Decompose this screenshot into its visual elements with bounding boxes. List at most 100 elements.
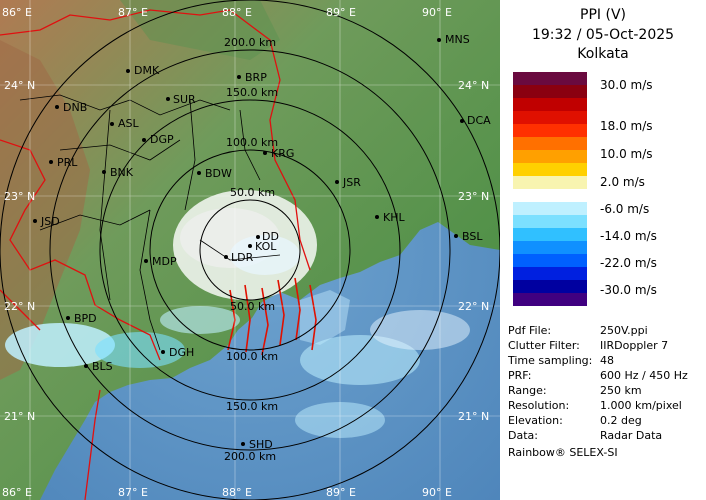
lon-label-top: 88° E xyxy=(222,6,252,19)
graticule xyxy=(0,0,500,500)
range-label-south: 50.0 km xyxy=(230,300,275,313)
colorbar-swatch xyxy=(513,137,587,150)
meta-value: 0.2 deg xyxy=(600,414,642,427)
state-boundaries xyxy=(0,9,311,500)
colorbar-swatch xyxy=(513,202,587,215)
meta-key: Data: xyxy=(508,429,538,442)
brand-label: Rainbow® SELEX-SI xyxy=(508,446,618,459)
place-label: DD xyxy=(262,230,279,243)
meta-key: Clutter Filter: xyxy=(508,339,580,352)
lon-label-bottom: 88° E xyxy=(222,486,252,499)
colorbar-swatch xyxy=(513,124,587,137)
meta-value: 250V.ppi xyxy=(600,324,648,337)
place-label: JSD xyxy=(40,215,60,228)
meta-value: Radar Data xyxy=(600,429,663,442)
echo-near-radar xyxy=(173,190,317,300)
datetime: 19:32 / 05-Oct-2025 xyxy=(531,27,675,43)
place-label: DGP xyxy=(150,133,174,146)
lon-label-bottom: 87° E xyxy=(118,486,148,499)
place-label: ASL xyxy=(118,117,140,130)
colorbar-label: 18.0 m/s xyxy=(600,119,653,133)
lon-label-bottom: 86° E xyxy=(2,486,32,499)
place-label: DMK xyxy=(134,64,160,77)
lon-label-top: 90° E xyxy=(422,6,452,19)
colorbar xyxy=(513,72,587,306)
place-label: KRG xyxy=(271,147,294,160)
place-label: KHL xyxy=(383,211,405,224)
lon-label-top: 86° E xyxy=(2,6,32,19)
lon-label-bottom: 89° E xyxy=(326,486,356,499)
range-label-north: 200.0 km xyxy=(224,36,276,49)
colorbar-swatch xyxy=(513,98,587,111)
meta-key: Elevation: xyxy=(508,414,563,427)
place-label: PRL xyxy=(57,156,78,169)
meta-value: 600 Hz / 450 Hz xyxy=(600,369,688,382)
lon-label-top: 87° E xyxy=(118,6,148,19)
meta-key: Resolution: xyxy=(508,399,570,412)
place-label: BRP xyxy=(245,71,267,84)
colorbar-swatch xyxy=(513,280,587,293)
place-markers xyxy=(33,38,464,446)
colorbar-label: 10.0 m/s xyxy=(600,147,653,161)
place-label: BPD xyxy=(74,312,97,325)
lat-label-right: 24° N xyxy=(458,79,489,92)
colorbar-swatch xyxy=(513,293,587,306)
lat-label-right: 21° N xyxy=(458,410,489,423)
colorbar-swatch xyxy=(513,111,587,124)
terrain-north xyxy=(120,0,280,60)
lon-label-top: 89° E xyxy=(326,6,356,19)
colorbar-swatch xyxy=(513,150,587,163)
echo-sea xyxy=(5,306,470,438)
place-label: BDW xyxy=(205,167,232,180)
lat-label-left: 23° N xyxy=(4,190,35,203)
colorbar-label: -14.0 m/s xyxy=(600,229,657,243)
place-label: JSR xyxy=(342,176,361,189)
lat-label-left: 22° N xyxy=(4,300,35,313)
colorbar-swatch xyxy=(513,228,587,241)
range-rings xyxy=(0,0,500,500)
station-name: Kolkata xyxy=(577,46,629,62)
range-label-south: 100.0 km xyxy=(226,350,278,363)
place-label: KOL xyxy=(255,240,277,253)
meta-key: Pdf File: xyxy=(508,324,552,337)
colorbar-swatch xyxy=(513,176,587,189)
place-label: DGH xyxy=(169,346,194,359)
meta-value: 1.000 km/pixel xyxy=(600,399,682,412)
lon-label-bottom: 90° E xyxy=(422,486,452,499)
place-label: DNB xyxy=(63,101,87,114)
range-label-south: 200.0 km xyxy=(224,450,276,463)
radar-map: 86° E 87° E 88° E 89° E 90° E 86° E 87° … xyxy=(0,0,500,500)
range-label-north: 150.0 km xyxy=(226,86,278,99)
place-label: BNK xyxy=(110,166,134,179)
colorbar-swatch xyxy=(513,163,587,176)
colorbar-swatch xyxy=(513,85,587,98)
place-label: SHD xyxy=(249,438,273,451)
lat-label-left: 24° N xyxy=(4,79,35,92)
place-labels: MNS DMK BRP DNB SUR ASL DGP DCA PRL BNK … xyxy=(40,33,491,451)
terrain-west xyxy=(0,40,90,380)
colorbar-swatch xyxy=(513,241,587,254)
range-label-north: 100.0 km xyxy=(226,136,278,149)
lat-label-right: 23° N xyxy=(458,190,489,203)
colorbar-swatch xyxy=(513,215,587,228)
colorbar-label: -30.0 m/s xyxy=(600,283,657,297)
lat-label-right: 22° N xyxy=(458,300,489,313)
place-label: MNS xyxy=(445,33,470,46)
meta-value: 48 xyxy=(600,354,614,367)
meta-key: PRF: xyxy=(508,369,532,382)
colorbar-label: -22.0 m/s xyxy=(600,256,657,270)
place-label: DCA xyxy=(467,114,491,127)
colorbar-label: -6.0 m/s xyxy=(600,202,650,216)
colorbar-swatch xyxy=(513,267,587,280)
lat-label-left: 21° N xyxy=(4,410,35,423)
meta-value: IIRDoppler 7 xyxy=(600,339,669,352)
colorbar-label: 2.0 m/s xyxy=(600,175,645,189)
range-label-south: 150.0 km xyxy=(226,400,278,413)
colorbar-label: 30.0 m/s xyxy=(600,78,653,92)
meta-value: 250 km xyxy=(600,384,642,397)
place-label: SUR xyxy=(173,93,196,106)
colorbar-swatch xyxy=(513,189,587,202)
place-label: BLS xyxy=(92,360,113,373)
place-label: BSL xyxy=(462,230,483,243)
meta-key: Range: xyxy=(508,384,547,397)
